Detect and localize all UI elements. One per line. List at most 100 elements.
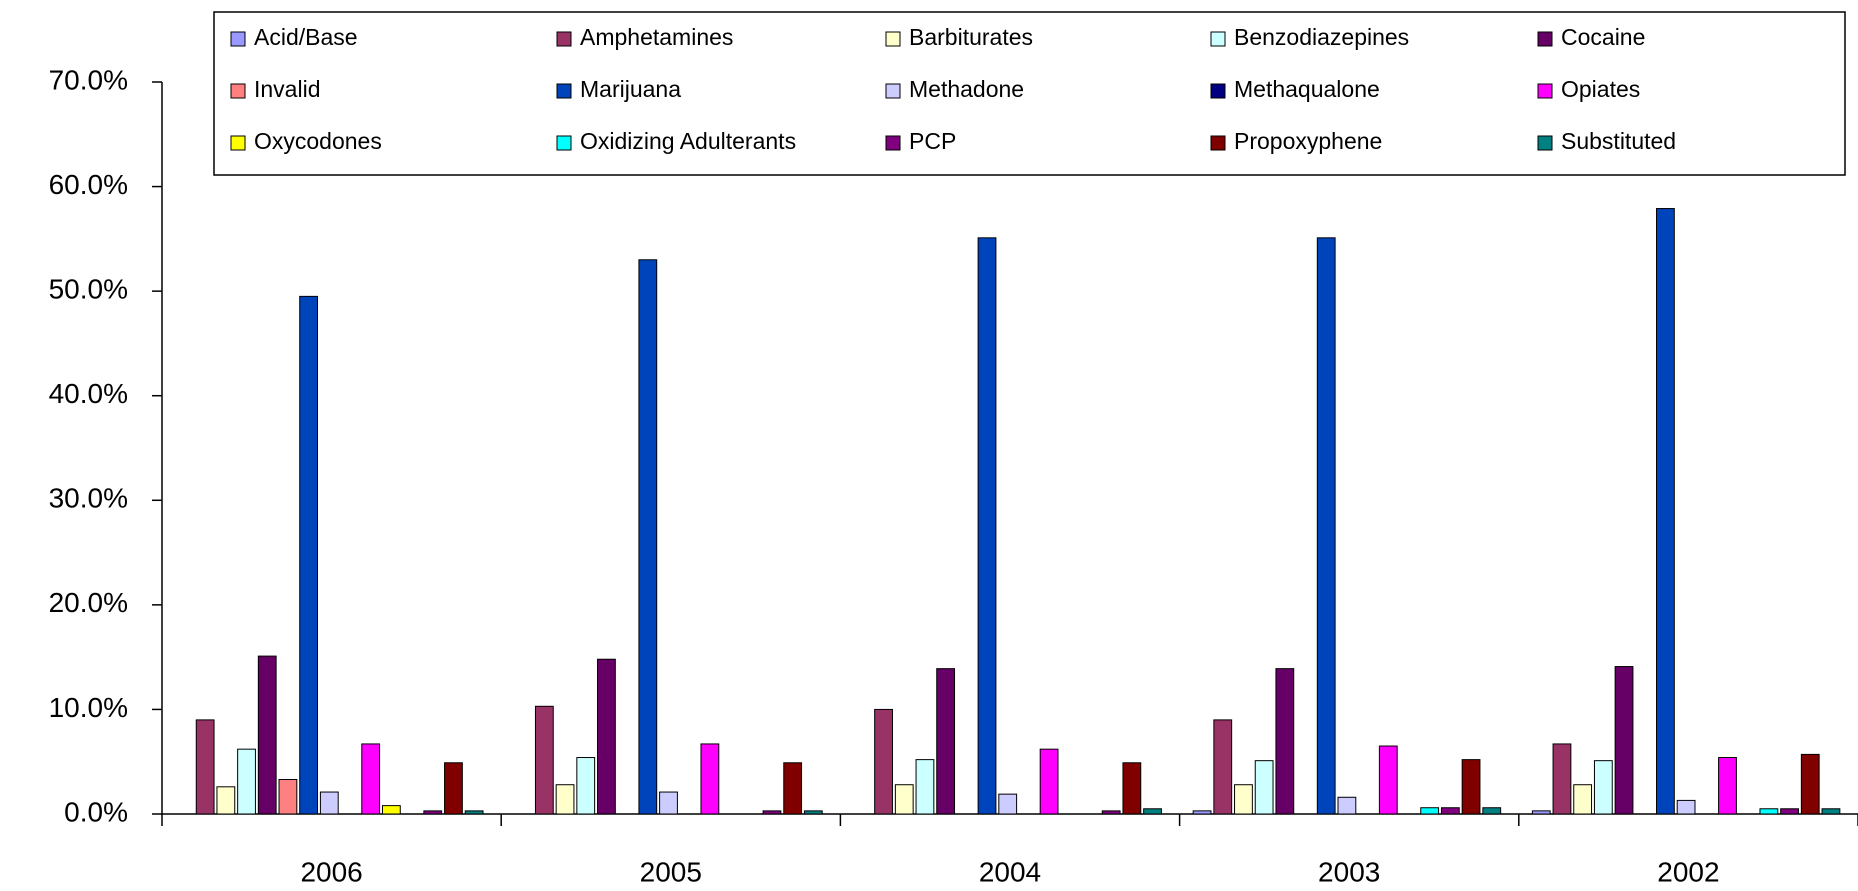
bar [1254,760,1274,815]
bar [534,705,554,815]
bar [576,757,596,815]
legend-label: Methadone [909,76,1024,102]
bar [381,805,401,815]
legend-label: Barbiturates [909,24,1033,50]
bar [1656,208,1675,815]
y-tick-label: 10.0% [49,692,128,723]
bar [1337,796,1357,815]
bar [237,748,256,815]
bar [1593,760,1613,815]
bar [1122,762,1142,815]
legend-label: Oxycodones [254,128,382,154]
bar [1039,748,1059,815]
legend-label: Cocaine [1561,24,1645,50]
legend-box [213,11,1846,176]
legend-label: Amphetamines [580,24,733,50]
y-tick-label: 40.0% [49,378,128,409]
bar [1234,784,1253,815]
bar [1552,743,1572,815]
legend-swatch [230,83,246,99]
bar [1461,759,1481,815]
legend-swatch [885,31,901,47]
legend-swatch [885,135,901,151]
bar [1213,719,1233,815]
y-tick-label: 20.0% [49,587,128,618]
legend-swatch [556,83,572,99]
bar [659,791,678,815]
bar [1759,808,1779,815]
bar [319,791,339,815]
legend-swatch [1210,135,1226,151]
legend-swatch [230,135,246,151]
y-tick-label: 30.0% [49,483,128,514]
bar [278,778,298,815]
bar [299,295,319,815]
legend-label: Oxidizing Adulterants [580,128,796,154]
legend-swatch [230,31,246,47]
bar [1821,808,1841,815]
legend-swatch [1537,31,1553,47]
bar [803,810,823,815]
y-tick-label: 70.0% [49,64,128,95]
bar [1573,784,1593,815]
legend-swatch [885,83,901,99]
bar [597,658,616,815]
bar [1420,807,1440,815]
legend-label: Acid/Base [254,24,358,50]
bar [915,759,935,815]
bar [1378,745,1398,815]
bar [1800,753,1820,815]
x-tick-label: 2002 [1657,856,1719,887]
bar [894,784,914,815]
bar [1275,668,1295,815]
bar [998,793,1018,815]
x-tick-label: 2004 [979,856,1041,887]
legend-swatch [1210,83,1226,99]
bar [195,719,215,815]
bar [1143,808,1162,815]
bar [874,708,893,815]
bar [464,810,484,815]
bar [700,743,720,815]
bar [1780,808,1799,815]
bar [783,762,803,815]
legend-label: PCP [909,128,956,154]
legend-swatch [1537,83,1553,99]
bar [444,762,463,815]
bar [1192,810,1212,815]
y-tick-label: 50.0% [49,274,128,305]
bar [1614,666,1634,815]
x-tick-label: 2005 [640,856,702,887]
legend-swatch [1210,31,1226,47]
bar [423,810,443,815]
bar [361,743,381,815]
x-tick-label: 2006 [300,856,362,887]
bar [1101,810,1121,815]
legend-label: Invalid [254,76,320,102]
bar [555,784,575,815]
bar [1440,807,1460,815]
bar [216,786,236,815]
legend-label: Methaqualone [1234,76,1380,102]
y-tick-label: 60.0% [49,169,128,200]
legend-swatch [1537,135,1553,151]
bar [936,668,956,815]
legend-label: Substituted [1561,128,1676,154]
bar [257,655,277,815]
bar [1531,810,1551,815]
bar [1482,807,1502,815]
bar [1676,799,1696,815]
bar [977,237,997,815]
legend-label: Benzodiazepines [1234,24,1409,50]
bar [1316,237,1336,815]
x-tick-label: 2003 [1318,856,1380,887]
bar [762,810,782,815]
legend-label: Marijuana [580,76,681,102]
y-tick-label: 0.0% [64,796,128,827]
legend-label: Opiates [1561,76,1640,102]
legend-swatch [556,31,572,47]
bar [638,259,658,815]
bar [1718,757,1737,815]
